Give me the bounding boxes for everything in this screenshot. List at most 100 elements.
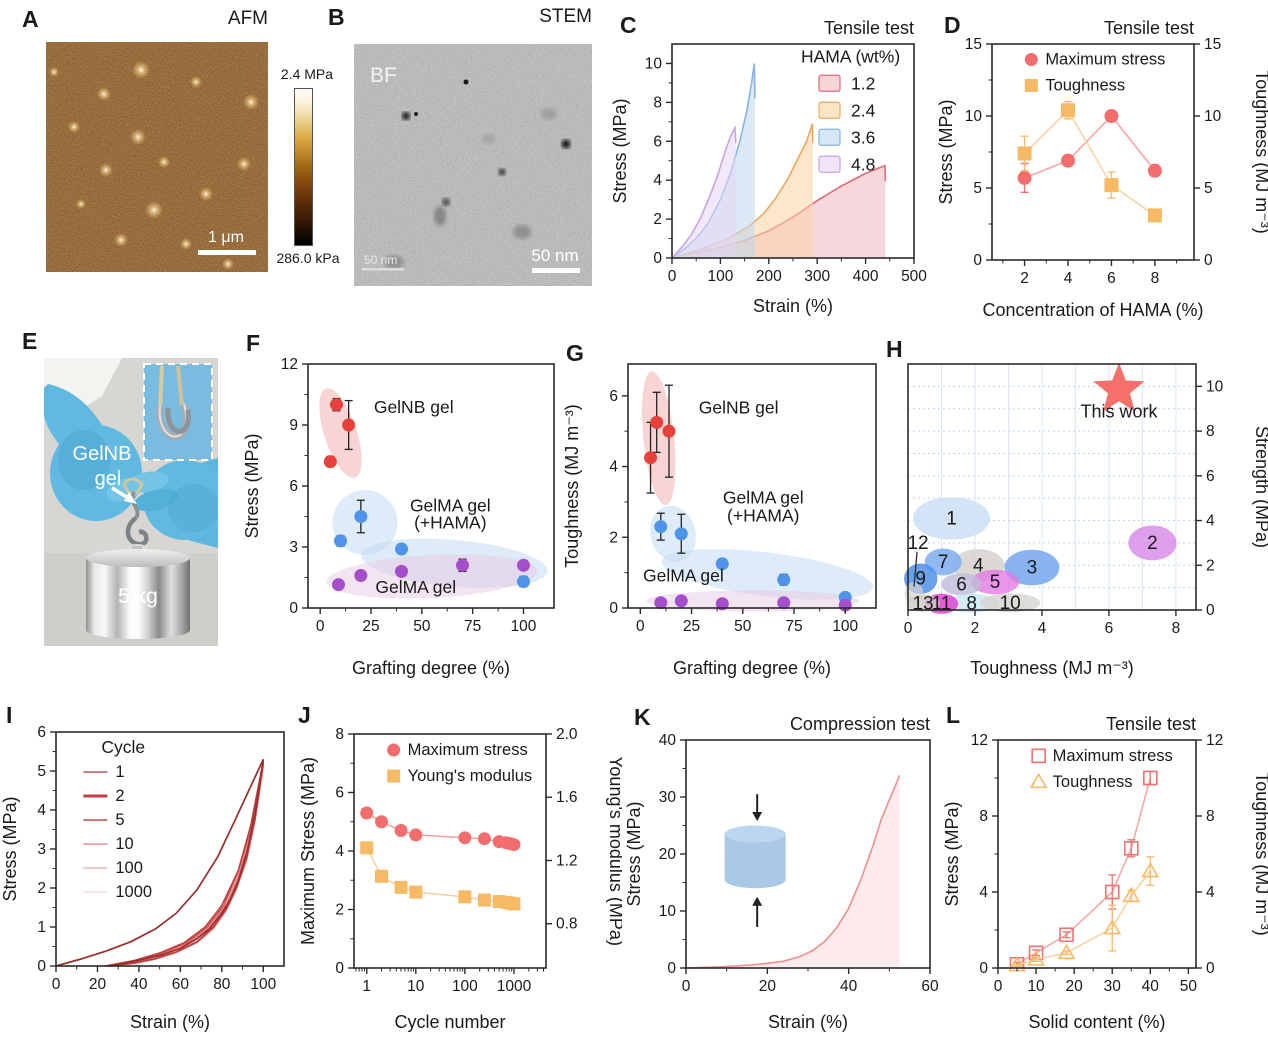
svg-text:8: 8 [1206,423,1215,440]
svg-text:2: 2 [1206,557,1215,574]
panel-label-j: J [298,702,311,728]
svg-text:80: 80 [213,976,231,993]
svg-text:4: 4 [653,172,662,189]
svg-text:100: 100 [707,268,733,285]
annotation: GelMA gel [643,565,724,585]
svg-text:0: 0 [979,960,988,977]
legend-title: HAMA (wt%) [801,46,900,66]
photo-inset [143,363,213,461]
panel-f-chart: GelNB gel GelMA gel (+HAMA) GelMA gel 0 25 50 7… [242,336,570,688]
svg-text:10: 10 [659,903,677,920]
svg-text:0: 0 [316,618,325,635]
y-axis-label: Stress (MPa) [624,801,644,906]
svg-text:10: 10 [965,108,983,125]
bubble-label-10: 10 [1000,593,1021,614]
svg-text:0: 0 [667,960,676,977]
this-work-star [1093,362,1145,412]
bubble-2 [1128,525,1177,561]
legend-label: 2.4 [851,100,876,120]
chart-svg-L: 0 10 20 30 40 50 0 4 8 12 0 4 8 12 Solid content (%) St… [942,714,1268,1032]
svg-text:4: 4 [335,843,344,860]
legend-label: Toughness [1053,773,1133,791]
panel-label-i: I [6,702,13,728]
svg-text:0: 0 [52,976,61,993]
svg-text:5: 5 [1204,180,1213,197]
svg-text:40: 40 [659,732,677,749]
legend-label: 1000 [115,883,152,901]
svg-text:500: 500 [901,268,927,285]
bubble-13 [906,594,940,612]
svg-text:75: 75 [464,618,481,635]
svg-text:0: 0 [636,618,645,635]
svg-text:40: 40 [840,978,858,995]
panel-l-chart: 0 10 20 30 40 50 0 4 8 12 0 4 8 12 Solid content (%) St… [942,708,1268,1042]
bubble-label-2: 2 [1147,533,1158,554]
svg-text:4: 4 [37,802,46,819]
svg-text:12: 12 [281,356,298,373]
bubble-10 [980,593,1041,613]
legend-label: 3.6 [851,127,875,147]
gel-label-line2: gel [95,468,122,490]
annotation: GelMA gel [723,488,804,508]
legend-label: 10 [115,835,133,853]
x-axis-label: Grafting degree (%) [352,658,510,678]
y-axis-label: Stress (MPa) [242,433,262,538]
svg-text:0: 0 [973,252,982,269]
panel-label-f: F [246,330,261,356]
annotation: GelMA gel [375,577,456,597]
x-axis-label: Strain (%) [768,1012,848,1032]
svg-text:25: 25 [683,618,700,635]
svg-text:8: 8 [979,808,988,825]
y-axis-label: Stress (MPa) [942,801,962,906]
panel-h-chart: 1 2 3 4 5 6 7 8 9 10 11 12 13 This work 0 2 4 6 8 0 2 4 6 8 10 To… [882,338,1268,688]
annotation: GelMA gel [410,495,491,515]
svg-text:30: 30 [659,789,677,806]
svg-text:50: 50 [413,618,431,635]
bubble-label-13: 13 [912,593,933,614]
panel-g-chart: GelNB gel GelMA gel (+HAMA) GelMA gel 0 25 50 7… [562,336,892,688]
svg-text:0: 0 [682,978,691,995]
stem-scalebar-small [362,268,404,271]
svg-text:20: 20 [89,976,107,993]
svg-text:2: 2 [37,880,46,897]
svg-text:5: 5 [37,763,46,780]
panel-title: Tensile test [824,18,914,38]
svg-text:3: 3 [289,539,298,556]
svg-text:4: 4 [609,459,618,476]
legend-label: Toughness [1045,76,1125,94]
stem-scalebar-label: 50 nm [531,246,578,265]
stem-scalebar [532,268,580,273]
svg-text:6: 6 [609,388,618,405]
stem-scalebar-small-label: 50 nm [364,253,397,267]
panel-label-e: E [22,328,38,354]
afm-bright-spots [49,61,259,270]
afm-colorbar-min: 286.0 kPa [276,250,340,266]
svg-text:10: 10 [645,55,663,72]
svg-text:2: 2 [1020,270,1029,287]
bubble-label-1: 1 [946,508,957,529]
chart-svg-J: 1 10 100 1000 0 2 4 6 8 0.8 1.2 1.6 2.0 Cycle number M… [298,726,622,1032]
x-axis-label: Cycle number [394,1012,505,1032]
legend-label: 1 [115,763,124,781]
svg-text:1.2: 1.2 [556,852,578,869]
panel-a-title: AFM [227,8,268,29]
svg-text:6: 6 [653,133,662,150]
svg-text:400: 400 [853,268,879,285]
bubble-label-9: 9 [915,569,926,590]
panel-title: Tensile test [1106,714,1196,734]
annotation: (+HAMA) [414,513,486,533]
panel-k-chart: 0 20 40 60 0 10 20 30 40 Strain (%) Stress (MPa) Co… [624,708,948,1042]
svg-text:10: 10 [407,978,425,995]
right-glove [127,458,218,548]
x-axis-label: Toughness (MJ m⁻³) [970,658,1134,678]
afm-scalebar-label: 1 μm [208,229,244,246]
svg-text:0: 0 [37,958,46,975]
stem-image: BF 50 nm 50 nm [354,44,592,286]
svg-text:8: 8 [1151,270,1160,287]
chart-svg-D: 2 4 6 8 0 5 10 15 0 5 10 15 Concentration of HAMA (%… [936,18,1268,320]
panel-label-h: H [886,336,903,362]
svg-text:8: 8 [335,726,344,743]
